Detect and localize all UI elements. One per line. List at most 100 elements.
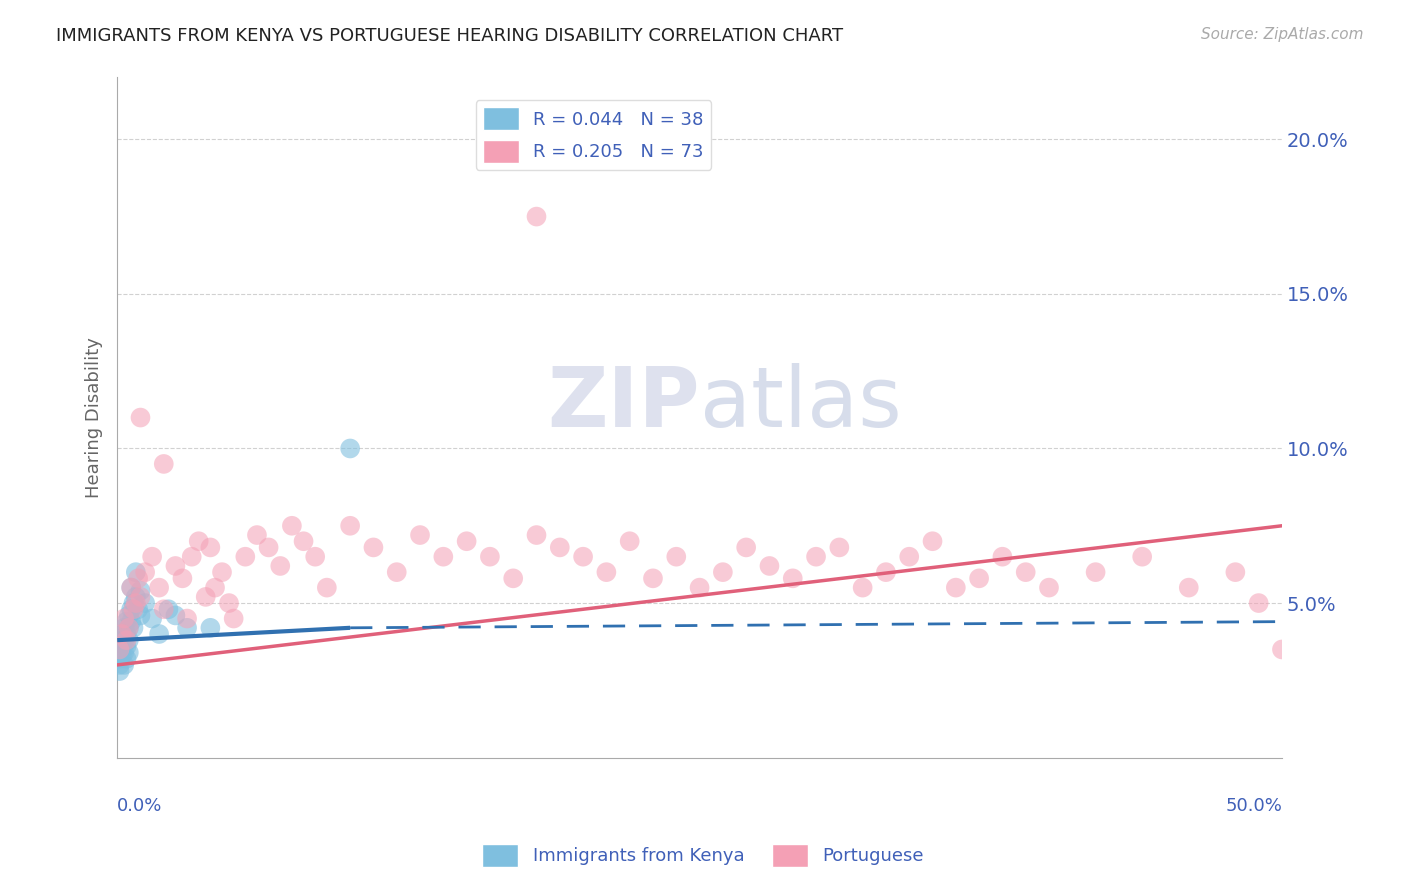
Text: atlas: atlas [700, 363, 901, 444]
Point [385, 565, 408, 579]
Point [118, 621, 141, 635]
Point [129, 410, 152, 425]
Point [180, 549, 202, 564]
Point [875, 565, 897, 579]
Point [120, 581, 142, 595]
Point [152, 602, 174, 616]
Legend: R = 0.044   N = 38, R = 0.205   N = 73: R = 0.044 N = 38, R = 0.205 N = 73 [475, 100, 711, 170]
Point [129, 608, 152, 623]
Point [127, 602, 149, 616]
Point [122, 621, 145, 635]
Point [269, 558, 291, 573]
Point [526, 528, 548, 542]
Point [165, 558, 187, 573]
Point [148, 627, 170, 641]
Point [122, 602, 145, 616]
Point [804, 549, 827, 564]
Point [118, 633, 141, 648]
Point [157, 602, 180, 616]
Text: IMMIGRANTS FROM KENYA VS PORTUGUESE HEARING DISABILITY CORRELATION CHART: IMMIGRANTS FROM KENYA VS PORTUGUESE HEAR… [56, 27, 844, 45]
Point [194, 590, 217, 604]
Point [1084, 565, 1107, 579]
Point [125, 590, 148, 604]
Text: 0.0%: 0.0% [117, 797, 163, 814]
Point [246, 528, 269, 542]
Point [211, 565, 233, 579]
Point [478, 549, 501, 564]
Point [165, 608, 187, 623]
Point [112, 633, 135, 648]
Point [257, 541, 280, 555]
Point [148, 581, 170, 595]
Point [112, 646, 135, 660]
Point [945, 581, 967, 595]
Point [118, 621, 141, 635]
Point [641, 571, 664, 585]
Point [339, 518, 361, 533]
Point [115, 627, 138, 641]
Point [129, 590, 152, 604]
Point [852, 581, 875, 595]
Point [689, 581, 711, 595]
Point [595, 565, 617, 579]
Point [758, 558, 780, 573]
Point [129, 583, 152, 598]
Point [125, 565, 148, 579]
Point [108, 657, 131, 672]
Point [921, 534, 943, 549]
Point [735, 541, 758, 555]
Point [991, 549, 1014, 564]
Text: 50.0%: 50.0% [1225, 797, 1282, 814]
Point [108, 651, 131, 665]
Point [1271, 642, 1294, 657]
Point [1225, 565, 1247, 579]
Point [200, 621, 222, 635]
Point [200, 541, 222, 555]
Point [409, 528, 432, 542]
Point [141, 549, 163, 564]
Point [187, 534, 209, 549]
Point [1038, 581, 1060, 595]
Point [218, 596, 240, 610]
Point [115, 651, 138, 665]
Point [281, 518, 304, 533]
Point [118, 646, 141, 660]
Point [111, 633, 134, 648]
Point [204, 581, 226, 595]
Point [118, 608, 141, 623]
Point [572, 549, 595, 564]
Point [112, 657, 135, 672]
Text: Source: ZipAtlas.com: Source: ZipAtlas.com [1201, 27, 1364, 42]
Point [176, 621, 198, 635]
Point [782, 571, 804, 585]
Point [112, 621, 135, 635]
Point [339, 442, 361, 456]
Point [115, 633, 138, 648]
Point [125, 596, 148, 610]
Point [432, 549, 454, 564]
Point [111, 627, 134, 641]
Point [120, 581, 142, 595]
Point [898, 549, 921, 564]
Point [292, 534, 315, 549]
Point [548, 541, 571, 555]
Point [120, 602, 142, 616]
Point [111, 642, 134, 657]
Point [828, 541, 851, 555]
Point [152, 457, 174, 471]
Point [115, 615, 138, 629]
Point [1130, 549, 1153, 564]
Point [222, 611, 245, 625]
Point [967, 571, 990, 585]
Point [134, 565, 156, 579]
Point [315, 581, 337, 595]
Point [115, 640, 138, 654]
Point [176, 611, 198, 625]
Y-axis label: Hearing Disability: Hearing Disability [86, 337, 103, 498]
Point [526, 210, 548, 224]
Point [172, 571, 194, 585]
Text: ZIP: ZIP [547, 363, 700, 444]
Point [122, 596, 145, 610]
Point [111, 627, 134, 641]
Point [619, 534, 641, 549]
